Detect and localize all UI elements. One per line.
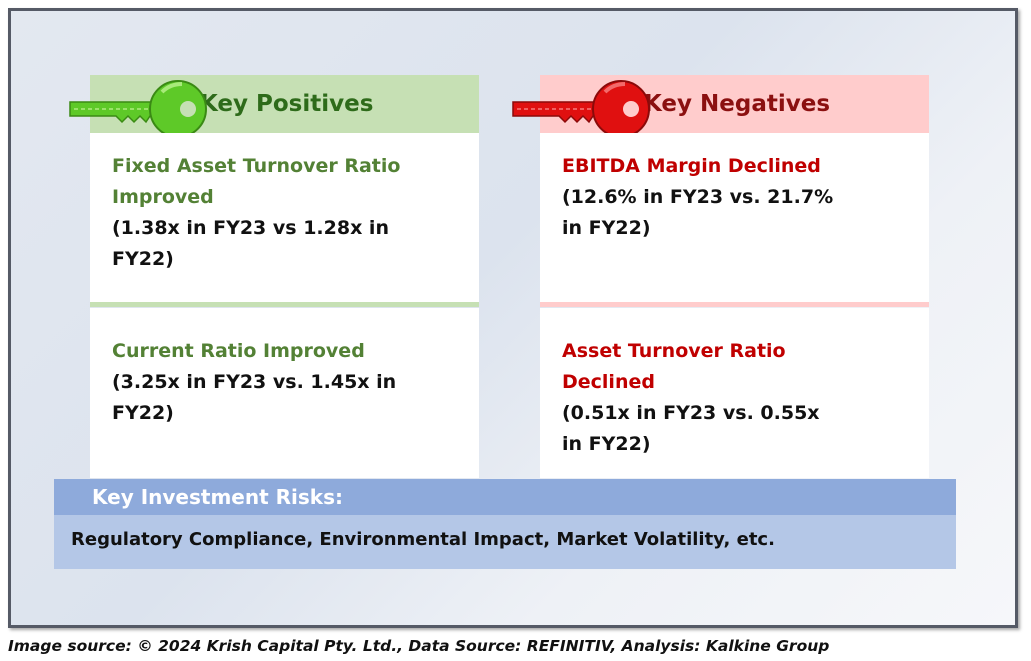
positive-item-detail-cont: FY22) <box>112 248 174 270</box>
positive-divider <box>90 302 479 307</box>
positive-item-detail: (1.38x in FY23 vs 1.28x in <box>112 217 389 239</box>
negative-item-title-cont: Declined <box>562 371 655 393</box>
negative-item-1: EBITDA Margin Declined (12.6% in FY23 vs… <box>540 133 929 303</box>
investment-risks-body: Regulatory Compliance, Environmental Imp… <box>54 515 956 569</box>
investment-risks-heading: Key Investment Risks: <box>54 479 956 515</box>
key-positives-title: Key Positives <box>200 91 374 117</box>
positive-item-title: Current Ratio Improved <box>112 340 365 362</box>
positive-item-title-cont: Improved <box>112 186 214 208</box>
negative-item-title: Asset Turnover Ratio <box>562 340 786 362</box>
negative-item-detail-cont: in FY22) <box>562 433 651 455</box>
negative-item-detail-cont: in FY22) <box>562 217 651 239</box>
green-key-icon <box>69 80 207 138</box>
positive-item-detail-cont: FY22) <box>112 402 174 424</box>
positive-item-title: Fixed Asset Turnover Ratio <box>112 155 401 177</box>
negative-item-detail: (0.51x in FY23 vs. 0.55x <box>562 402 820 424</box>
negative-divider <box>540 302 929 307</box>
negative-item-2: Asset Turnover Ratio Declined (0.51x in … <box>540 308 929 478</box>
key-negatives-title: Key Negatives <box>644 91 831 117</box>
negative-item-detail: (12.6% in FY23 vs. 21.7% <box>562 186 834 208</box>
positive-item-2: Current Ratio Improved (3.25x in FY23 vs… <box>90 308 479 478</box>
negative-item-title: EBITDA Margin Declined <box>562 155 821 177</box>
image-source-caption: Image source: © 2024 Krish Capital Pty. … <box>8 637 830 655</box>
red-key-icon <box>512 80 650 138</box>
positive-item-1: Fixed Asset Turnover Ratio Improved (1.3… <box>90 133 479 303</box>
positive-item-detail: (3.25x in FY23 vs. 1.45x in <box>112 371 397 393</box>
